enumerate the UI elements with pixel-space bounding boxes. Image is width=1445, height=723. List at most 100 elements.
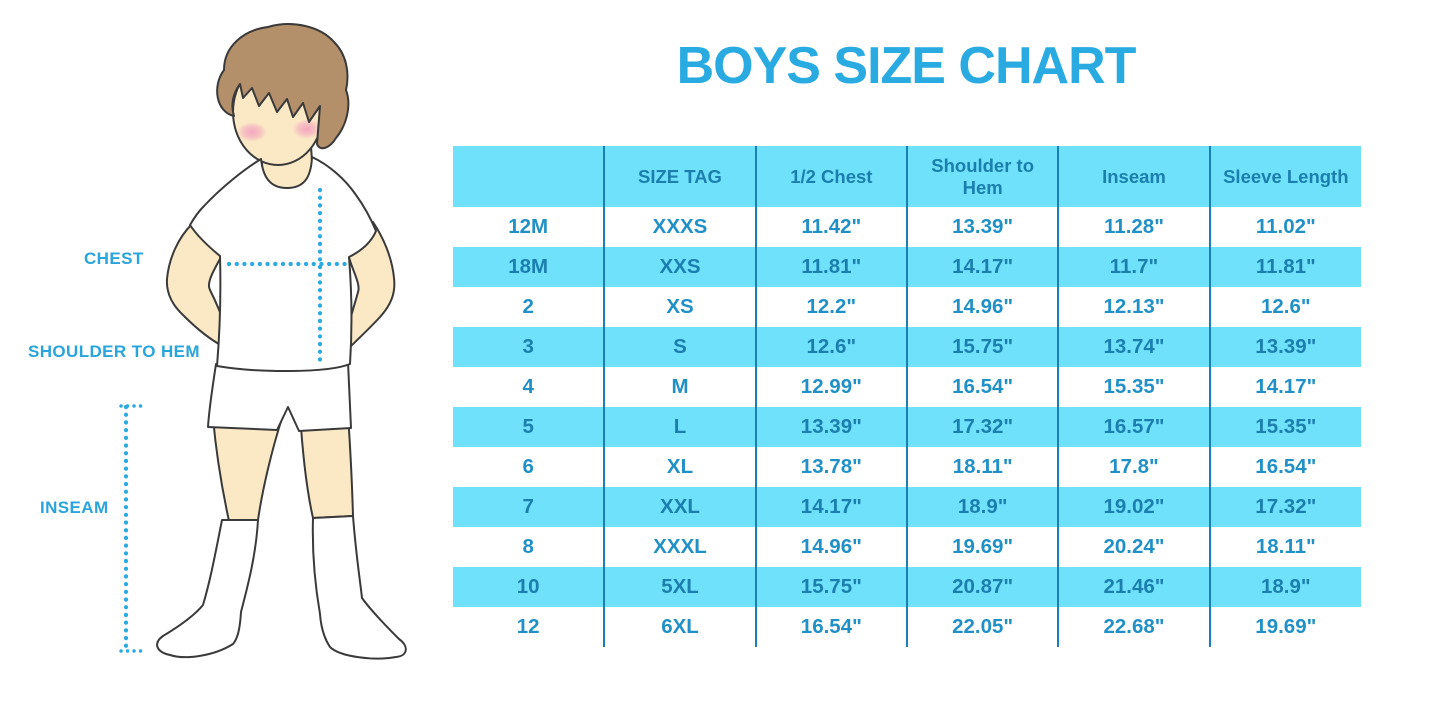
size-row-3: 3 S 12.6" 15.75" 13.74" 13.39": [453, 327, 1361, 367]
size-value-cell: 15.75": [754, 567, 907, 607]
size-value-cell: 12.6": [754, 327, 907, 367]
inseam-label: INSEAM: [40, 498, 109, 517]
column-header-2: 1/2 Chest: [754, 146, 907, 207]
size-table-header: SIZE TAG 1/2 Chest Shoulder to Hem Inseam Sl…: [453, 146, 1361, 207]
size-age-cell: 5: [453, 407, 605, 447]
size-value-cell: 13.39": [1208, 327, 1361, 367]
column-header-0: [453, 146, 605, 207]
size-value-cell: 19.69": [1208, 607, 1361, 647]
size-value-cell: 13.74": [1057, 327, 1210, 367]
size-row-4: 4 M 12.99" 16.54" 15.35" 14.17": [453, 367, 1361, 407]
boy-right-cheek: [292, 119, 322, 139]
boy-left-leg: [212, 414, 284, 522]
size-value-cell: 16.54": [754, 607, 907, 647]
size-value-cell: 14.17": [1208, 367, 1361, 407]
column-header-5: Sleeve Length: [1208, 146, 1361, 207]
size-value-cell: XS: [603, 287, 756, 327]
size-value-cell: 22.05": [905, 607, 1059, 647]
size-value-cell: 17.32": [1208, 487, 1361, 527]
size-value-cell: 18.11": [905, 447, 1059, 487]
size-row-12M: 12M XXXS 11.42" 13.39" 11.28" 11.02": [453, 207, 1361, 247]
boy-left-cheek: [237, 122, 267, 142]
header-row: SIZE TAG 1/2 Chest Shoulder to Hem Inseam Sl…: [453, 146, 1361, 207]
size-value-cell: 12.2": [754, 287, 907, 327]
size-value-cell: 14.17": [754, 487, 907, 527]
size-age-cell: 18M: [453, 247, 605, 287]
size-age-cell: 4: [453, 367, 605, 407]
size-value-cell: 16.54": [905, 367, 1059, 407]
size-value-cell: 14.96": [905, 287, 1059, 327]
size-value-cell: 13.39": [754, 407, 907, 447]
size-age-cell: 6: [453, 447, 605, 487]
size-value-cell: 11.28": [1057, 207, 1210, 247]
size-value-cell: 12.6": [1208, 287, 1361, 327]
size-row-6: 6 XL 13.78" 18.11" 17.8" 16.54": [453, 447, 1361, 487]
size-age-cell: 7: [453, 487, 605, 527]
column-header-3: Shoulder to Hem: [905, 146, 1059, 207]
size-row-18M: 18M XXS 11.81" 14.17" 11.7" 11.81": [453, 247, 1361, 287]
boy-figure-graphic: [119, 23, 407, 660]
size-table: SIZE TAG 1/2 Chest Shoulder to Hem Inseam Sl…: [453, 146, 1361, 647]
size-value-cell: 5XL: [603, 567, 756, 607]
size-value-cell: XXL: [603, 487, 756, 527]
size-value-cell: 14.17": [905, 247, 1059, 287]
size-row-7: 7 XXL 14.17" 18.9" 19.02" 17.32": [453, 487, 1361, 527]
size-row-10: 10 5XL 15.75" 20.87" 21.46" 18.9": [453, 567, 1361, 607]
size-value-cell: 17.32": [905, 407, 1059, 447]
size-value-cell: 12.99": [754, 367, 907, 407]
size-value-cell: 22.68": [1057, 607, 1210, 647]
size-value-cell: 15.35": [1208, 407, 1361, 447]
size-value-cell: 16.57": [1057, 407, 1210, 447]
boy-left-sock: [156, 519, 259, 659]
size-value-cell: 20.24": [1057, 527, 1210, 567]
size-value-cell: 19.02": [1057, 487, 1210, 527]
size-value-cell: 12.13": [1057, 287, 1210, 327]
size-value-cell: 14.96": [754, 527, 907, 567]
size-age-cell: 12: [453, 607, 605, 647]
boy-shorts: [207, 361, 352, 432]
size-row-2: 2 XS 12.2" 14.96" 12.13" 12.6": [453, 287, 1361, 327]
size-table-body: 12M XXXS 11.42" 13.39" 11.28" 11.02" 18M XXS 11.…: [453, 207, 1361, 647]
size-age-cell: 3: [453, 327, 605, 367]
size-value-cell: 18.9": [1208, 567, 1361, 607]
size-value-cell: 15.75": [905, 327, 1059, 367]
size-value-cell: 19.69": [905, 527, 1059, 567]
size-value-cell: 13.39": [905, 207, 1059, 247]
size-age-cell: 8: [453, 527, 605, 567]
chest-label: CHEST: [84, 249, 144, 268]
size-row-8: 8 XXXL 14.96" 19.69" 20.24" 18.11": [453, 527, 1361, 567]
size-age-cell: 2: [453, 287, 605, 327]
size-value-cell: S: [603, 327, 756, 367]
size-age-cell: 12M: [453, 207, 605, 247]
size-value-cell: 17.8": [1057, 447, 1210, 487]
shoulder-to-hem-label: SHOULDER TO HEM: [28, 342, 200, 361]
size-value-cell: 6XL: [603, 607, 756, 647]
boy-right-sock: [311, 515, 407, 660]
column-header-4: Inseam: [1057, 146, 1210, 207]
page-title: BOYS SIZE CHART: [676, 37, 1137, 95]
size-value-cell: XXXL: [603, 527, 756, 567]
column-header-1: SIZE TAG: [603, 146, 756, 207]
size-value-cell: M: [603, 367, 756, 407]
size-value-cell: 13.78": [754, 447, 907, 487]
size-value-cell: 11.81": [754, 247, 907, 287]
size-value-cell: 15.35": [1057, 367, 1210, 407]
size-value-cell: XXXS: [603, 207, 756, 247]
size-value-cell: 20.87": [905, 567, 1059, 607]
boy-hair: [216, 23, 350, 150]
size-value-cell: 16.54": [1208, 447, 1361, 487]
size-value-cell: 18.9": [905, 487, 1059, 527]
size-value-cell: 11.02": [1208, 207, 1361, 247]
size-value-cell: 11.7": [1057, 247, 1210, 287]
size-value-cell: XXS: [603, 247, 756, 287]
size-row-5: 5 L 13.39" 17.32" 16.57" 15.35": [453, 407, 1361, 447]
size-value-cell: 18.11": [1208, 527, 1361, 567]
size-value-cell: 11.42": [754, 207, 907, 247]
size-value-cell: 11.81": [1208, 247, 1361, 287]
size-age-cell: 10: [453, 567, 605, 607]
size-value-cell: L: [603, 407, 756, 447]
boy-illustration: CHEST SHOULDER TO HEM INSEAM: [0, 0, 450, 723]
size-value-cell: 21.46": [1057, 567, 1210, 607]
size-row-12: 12 6XL 16.54" 22.05" 22.68" 19.69": [453, 607, 1361, 647]
